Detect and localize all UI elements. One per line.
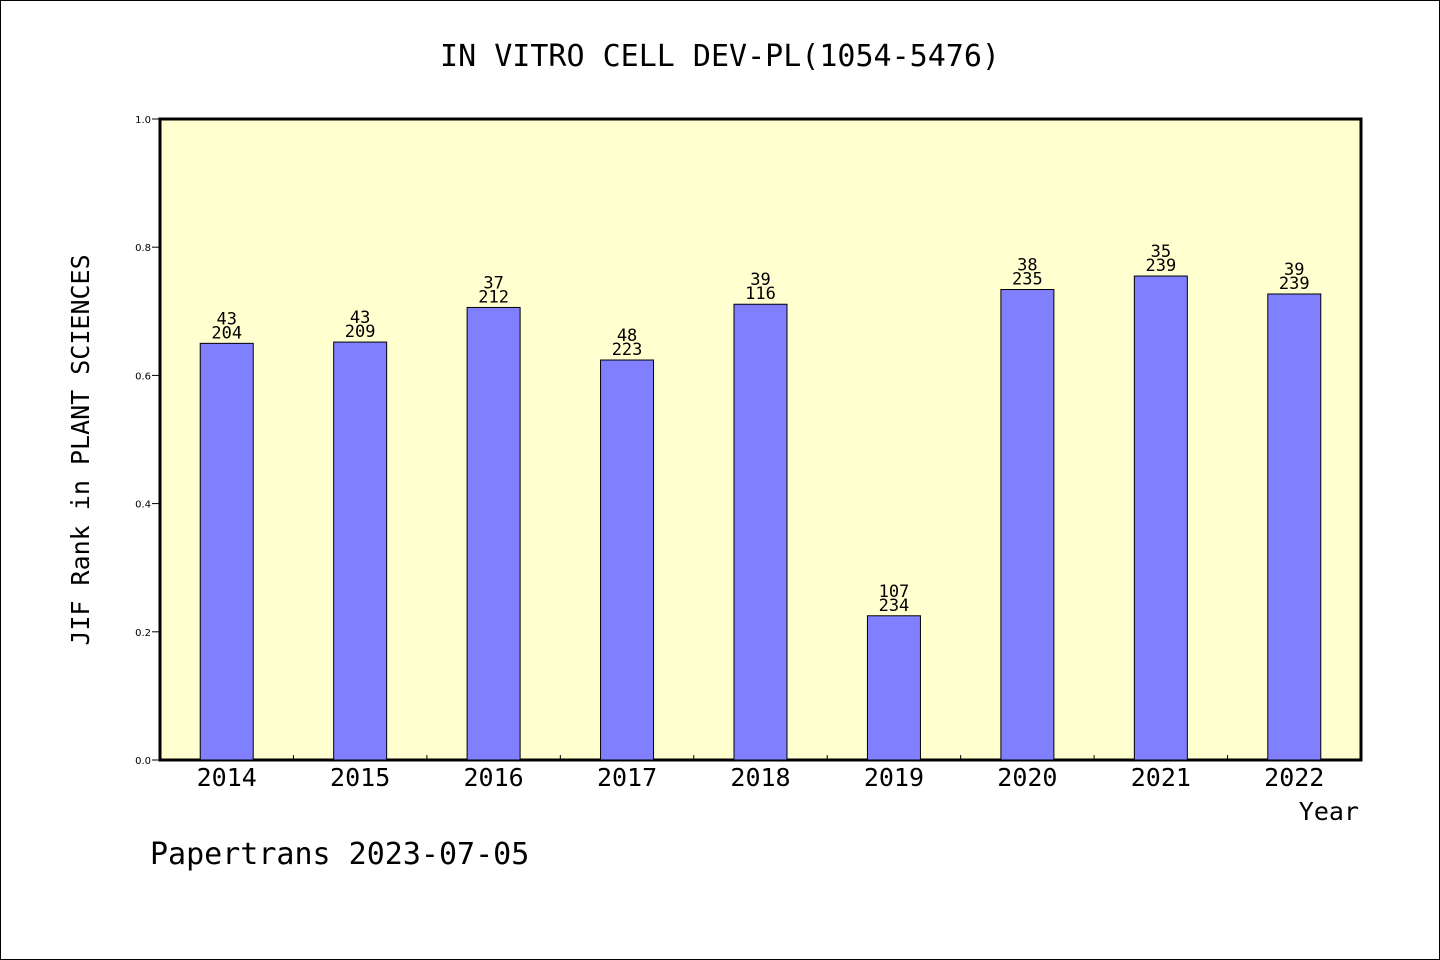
x-tick-label: 2015	[330, 763, 390, 792]
y-tick-label: 0.4	[135, 500, 151, 511]
bar-total-label: 204	[211, 323, 242, 343]
y-tick-label: 0.0	[135, 756, 151, 767]
bar-rank-label: 39	[1284, 260, 1304, 280]
bar-2014	[199, 342, 254, 761]
x-tick-label: 2021	[1131, 763, 1191, 792]
bar-rank-label: 37	[483, 273, 503, 293]
y-tick-label: 0.8	[135, 243, 151, 254]
bar-rank-label: 39	[750, 270, 770, 290]
y-axis-label: JIF Rank in PLANT SCIENCES	[66, 254, 95, 645]
bar-rank-label: 48	[617, 326, 637, 346]
bar-rank-label: 38	[1017, 256, 1037, 276]
bar-total-label: 239	[1279, 274, 1310, 294]
x-tick-label: 2020	[997, 763, 1057, 792]
bar-rank-label: 107	[879, 582, 910, 602]
x-tick-label: 2022	[1264, 763, 1324, 792]
bar-2016	[466, 306, 521, 761]
bar-total-label: 239	[1145, 256, 1176, 276]
bar-total-label: 209	[345, 322, 376, 342]
chart-title: IN VITRO CELL DEV-PL(1054-5476)	[440, 39, 1000, 74]
bar-total-label: 235	[1012, 270, 1043, 290]
bar-total-label: 212	[478, 287, 509, 307]
x-tick-label: 2017	[597, 763, 657, 792]
bar-2018	[733, 303, 788, 761]
x-tick-label: 2016	[464, 763, 524, 792]
y-tick-label: 1.0	[135, 115, 151, 126]
x-axis-label: Year	[1299, 797, 1359, 826]
bar-rank-label: 35	[1151, 242, 1171, 262]
x-tick-label: 2019	[864, 763, 924, 792]
bar-total-label: 116	[745, 284, 776, 304]
footer-text: Papertrans 2023-07-05	[150, 837, 529, 872]
bar-total-label: 234	[879, 596, 910, 616]
bar-2021	[1133, 275, 1188, 761]
bar-2022	[1267, 293, 1322, 761]
bar-2015	[333, 341, 388, 761]
bar-2017	[600, 359, 655, 761]
y-tick-label: 0.2	[135, 628, 151, 639]
x-tick-label: 2018	[730, 763, 790, 792]
bar-2019	[866, 615, 921, 761]
bar-rank-label: 43	[216, 309, 236, 329]
x-tick-label: 2014	[197, 763, 257, 792]
bar-rank-label: 43	[350, 308, 370, 328]
bar-total-label: 223	[612, 340, 643, 360]
bar-2020	[1000, 289, 1055, 761]
y-tick-label: 0.6	[135, 371, 151, 382]
